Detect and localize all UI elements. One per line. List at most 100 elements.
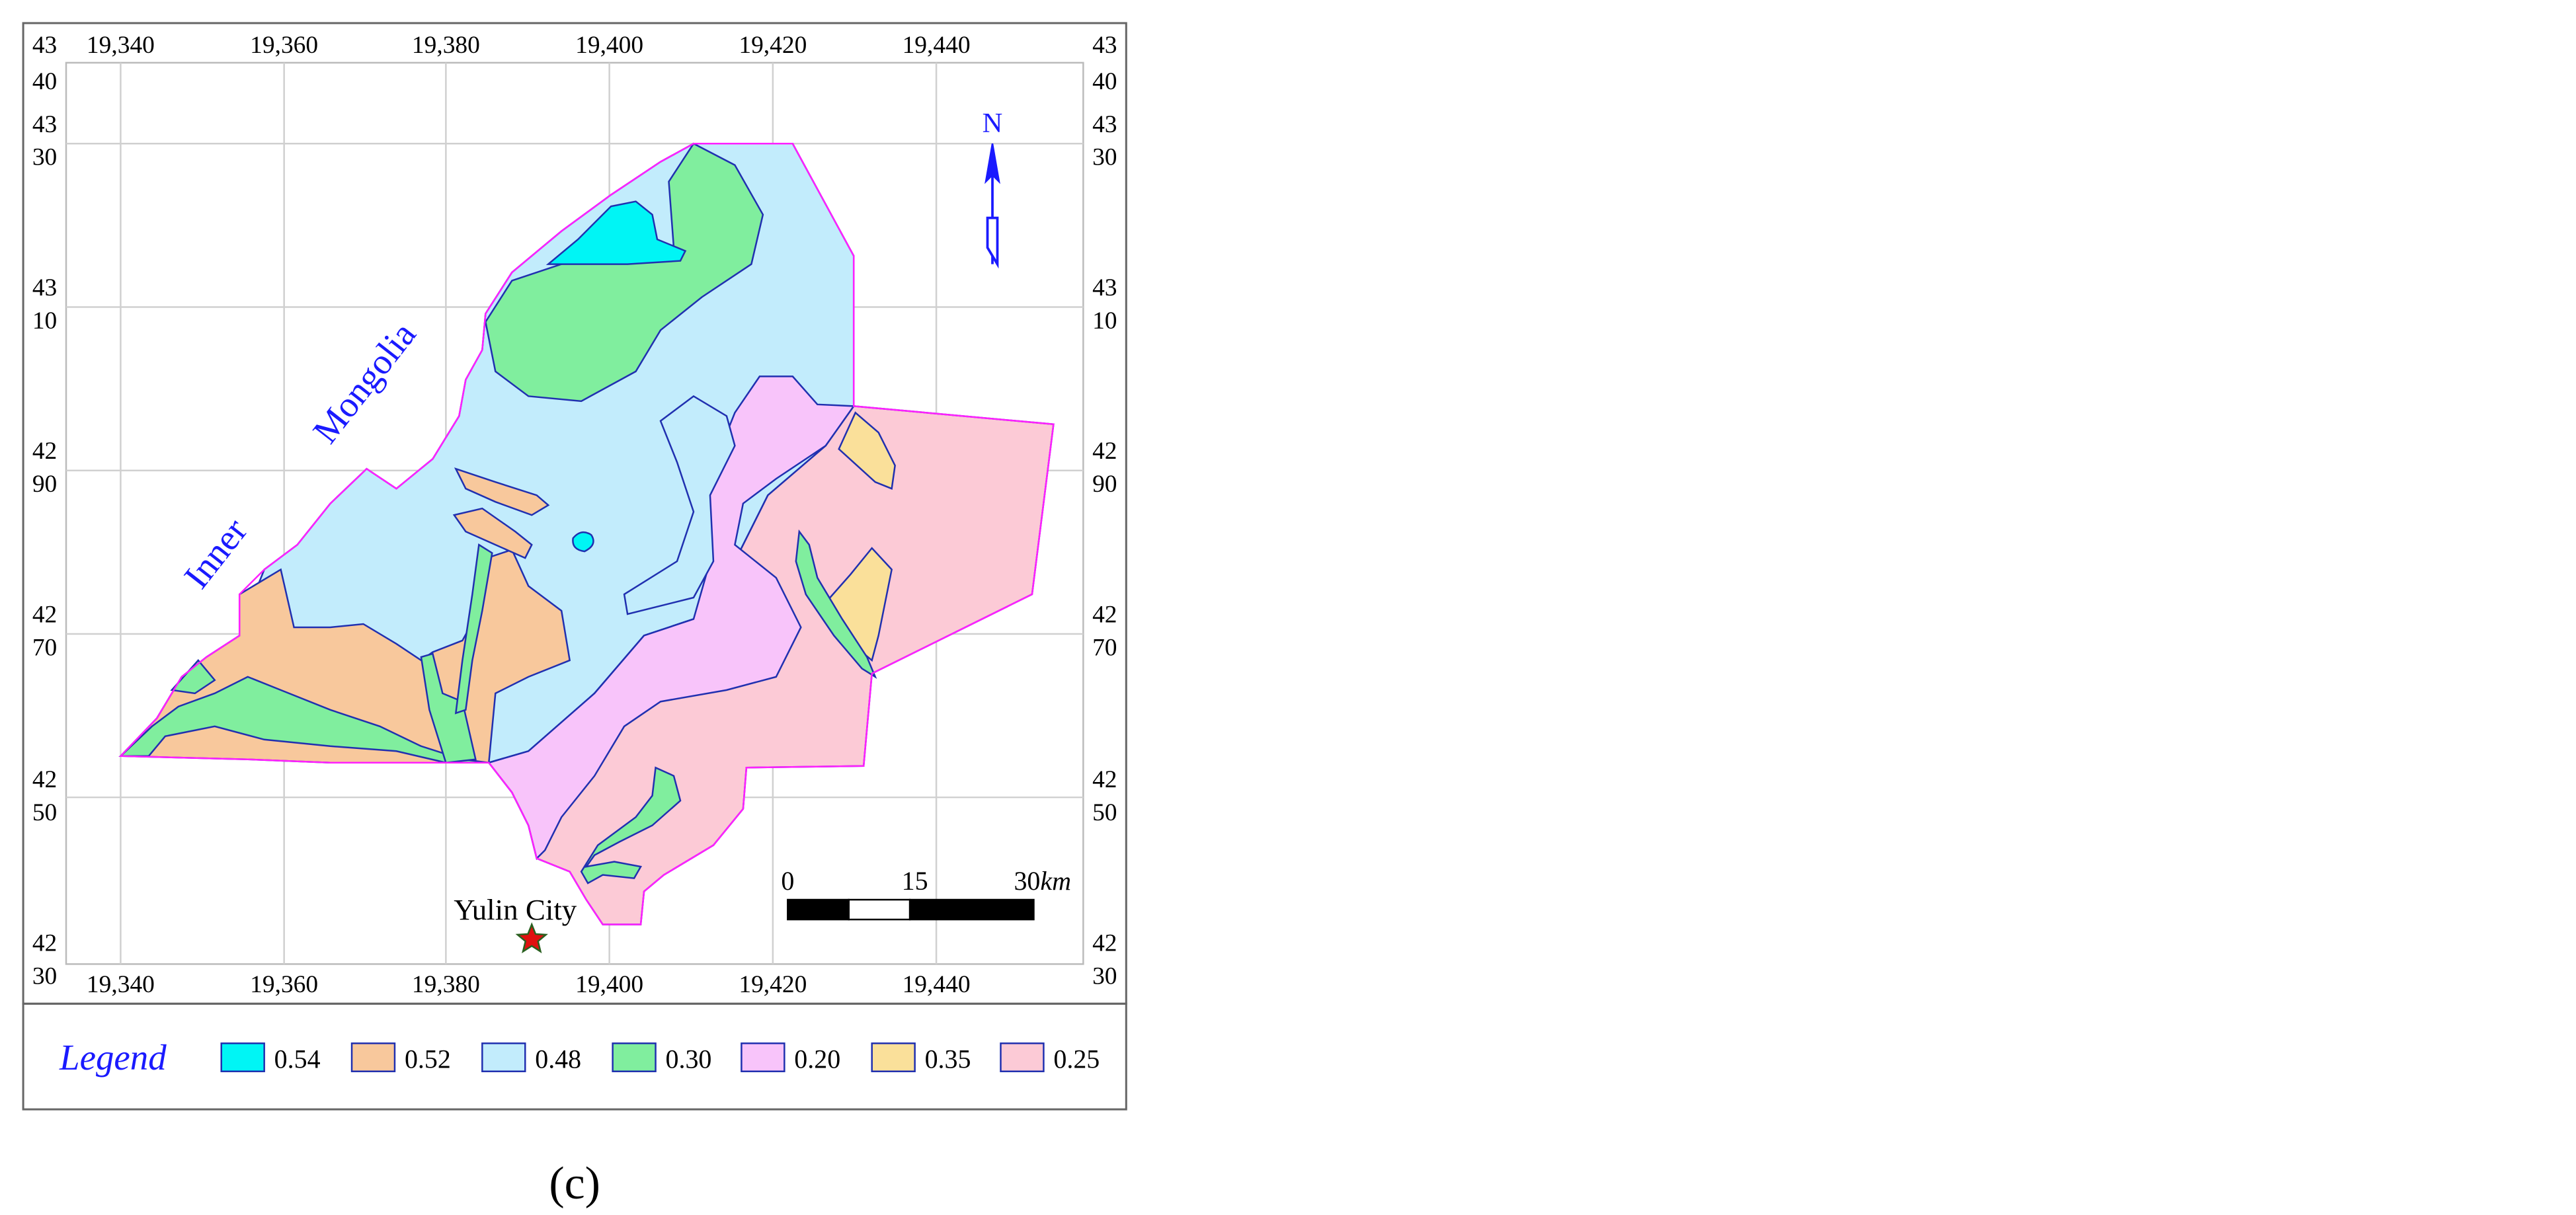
legend-item: 0.20 xyxy=(741,1042,840,1074)
city-star-icon xyxy=(515,922,548,954)
x-tick-label: 19,380 xyxy=(412,971,480,998)
x-tick-label: 19,340 xyxy=(87,971,155,998)
city-label: Yulin City xyxy=(454,893,577,926)
y-tick-label-top: 42 xyxy=(1092,438,1117,465)
y-tick-label-top: 42 xyxy=(32,766,57,793)
legend-label: 0.35 xyxy=(925,1044,971,1074)
legend-item: 0.54 xyxy=(220,1042,321,1074)
north-arrow: N xyxy=(983,108,1003,269)
north-arrow-icon xyxy=(985,143,1000,184)
y-tick-label-top: 43 xyxy=(32,32,57,59)
legend-item: 0.35 xyxy=(871,1042,971,1074)
y-tick-label-top: 43 xyxy=(1092,111,1117,138)
scale-label-end-value: 30 xyxy=(1014,866,1040,896)
x-tick-label: 19,420 xyxy=(739,32,807,59)
legend-item: 0.48 xyxy=(481,1042,581,1074)
y-tick-label-top: 43 xyxy=(32,274,57,301)
scale-label-start: 0 xyxy=(781,866,794,896)
x-tick-label: 19,400 xyxy=(575,32,643,59)
y-tick-label-top: 42 xyxy=(1092,766,1117,793)
y-tick-label-top: 42 xyxy=(1092,929,1117,957)
y-tick-label-bottom: 40 xyxy=(1092,68,1117,95)
x-tick-label: 19,440 xyxy=(903,971,971,998)
legend-swatch xyxy=(481,1042,526,1072)
legend-swatch xyxy=(220,1042,265,1072)
zone-030-south xyxy=(580,766,682,884)
y-tick-label-bottom: 10 xyxy=(1092,307,1117,334)
legend-label: 0.48 xyxy=(535,1044,581,1074)
zone-054-spot xyxy=(572,531,594,553)
scale-segment xyxy=(908,898,1035,921)
x-tick-label: 19,380 xyxy=(412,32,480,59)
zone-035 xyxy=(838,411,896,490)
legend-label: 0.20 xyxy=(794,1044,840,1074)
scale-label-mid: 15 xyxy=(902,866,928,896)
north-arrow-label: N xyxy=(983,108,1003,139)
zone-030-corridor xyxy=(795,529,877,680)
label-mongolia: Mongolia xyxy=(305,315,424,451)
zone-052-streak xyxy=(454,467,550,516)
x-tick-label: 19,360 xyxy=(250,971,318,998)
y-tick-label-top: 43 xyxy=(1092,32,1117,59)
figure-caption: (c) xyxy=(549,1158,600,1209)
legend-frame xyxy=(22,1002,1127,1111)
x-ticks-top: 19,340 19,360 19,380 19,400 19,420 19,44… xyxy=(87,32,971,59)
y-tick-label-top: 42 xyxy=(32,601,57,628)
legend-label: 0.30 xyxy=(666,1044,712,1074)
y-tick-label-bottom: 70 xyxy=(1092,634,1117,661)
zone-054 xyxy=(545,200,687,265)
legend-swatch xyxy=(1000,1042,1045,1072)
y-tick-label-top: 43 xyxy=(1092,274,1117,301)
y-tick-label-top: 43 xyxy=(32,111,57,138)
legend-label: 0.25 xyxy=(1053,1044,1100,1074)
y-ticks-left: 43 40 43 30 43 10 42 90 42 70 42 50 42 3… xyxy=(32,32,57,990)
zone-052-streak xyxy=(452,507,533,559)
y-tick-label-bottom: 90 xyxy=(32,471,57,498)
y-tick-label-bottom: 50 xyxy=(32,799,57,826)
y-tick-label-bottom: 30 xyxy=(32,144,57,171)
x-tick-label: 19,400 xyxy=(575,971,643,998)
x-ticks-bottom: 19,340 19,360 19,380 19,400 19,420 19,44… xyxy=(87,971,971,998)
zone-020 xyxy=(487,375,856,861)
y-tick-label-bottom: 10 xyxy=(32,307,57,334)
scale-label-unit: km xyxy=(1040,866,1071,896)
label-inner: Inner xyxy=(176,511,255,596)
legend-swatch xyxy=(871,1042,916,1072)
legend-swatch xyxy=(350,1042,396,1072)
y-tick-label-top: 42 xyxy=(32,438,57,465)
legend-swatch xyxy=(612,1042,657,1072)
y-tick-label-bottom: 70 xyxy=(32,634,57,661)
zones xyxy=(118,142,1055,925)
scale-label-end: 30km xyxy=(1014,866,1071,896)
x-tick-label: 19,440 xyxy=(903,32,971,59)
zone-048-lobe xyxy=(623,395,736,615)
x-tick-label: 19,360 xyxy=(250,32,318,59)
y-tick-label-bottom: 30 xyxy=(32,962,57,990)
region-boundary xyxy=(118,143,1055,925)
y-tick-label-bottom: 30 xyxy=(1092,962,1117,990)
legend-title: Legend xyxy=(59,1037,167,1078)
legend-item: 0.30 xyxy=(612,1042,712,1074)
legend-item: 0.52 xyxy=(350,1042,451,1074)
scale-segment xyxy=(787,898,850,921)
y-tick-label-top: 42 xyxy=(32,929,57,957)
legend: Legend 0.54 0.52 0.48 0.30 0.20 0.35 0.2… xyxy=(59,1037,1100,1078)
y-ticks-right: 43 40 43 30 43 10 42 90 42 70 42 50 42 3… xyxy=(1092,32,1117,990)
legend-label: 0.52 xyxy=(405,1044,451,1074)
legend-label: 0.54 xyxy=(274,1044,321,1074)
x-tick-label: 19,340 xyxy=(87,32,155,59)
y-tick-label-bottom: 40 xyxy=(32,68,57,95)
y-tick-label-top: 42 xyxy=(1092,601,1117,628)
y-tick-label-bottom: 50 xyxy=(1092,799,1117,826)
x-tick-label: 19,420 xyxy=(739,971,807,998)
zone-030-sw xyxy=(420,652,477,764)
y-tick-label-bottom: 90 xyxy=(1092,471,1117,498)
map-area-frame xyxy=(65,61,1084,965)
y-tick-label-bottom: 30 xyxy=(1092,144,1117,171)
north-arrow-tail xyxy=(986,216,999,269)
legend-swatch xyxy=(741,1042,785,1072)
zone-030-sw xyxy=(454,543,493,715)
legend-item: 0.25 xyxy=(1000,1042,1100,1074)
scale-bar: 0 15 30km xyxy=(781,866,1071,921)
